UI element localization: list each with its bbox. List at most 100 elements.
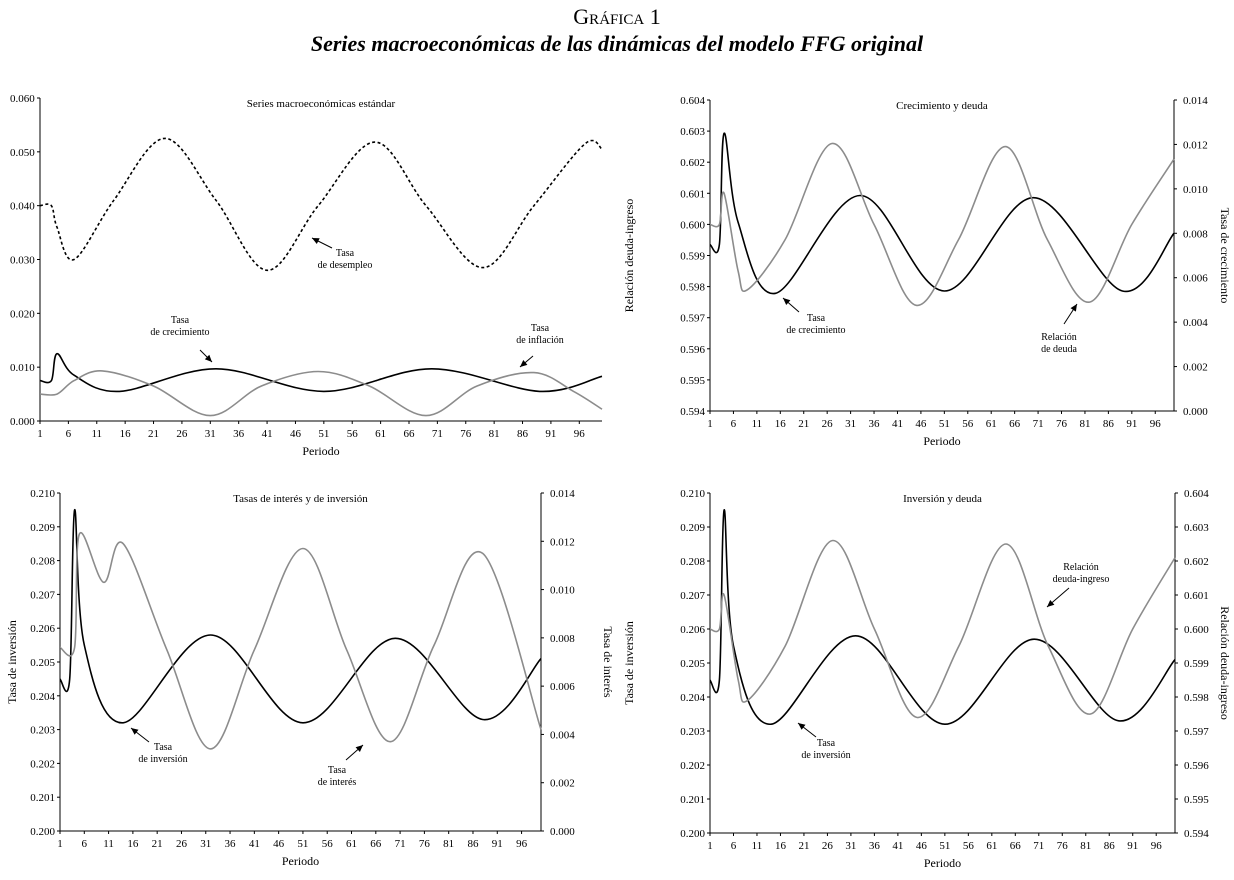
c1-x-tick-label: 51 — [318, 428, 329, 440]
c1-x-tick-label: 71 — [432, 428, 443, 440]
figure-label: Gráfica 1 — [573, 4, 661, 29]
c4-y-tick-right-label: 0.603 — [1184, 522, 1209, 534]
c2-y-tick-label: 0.596 — [680, 344, 705, 356]
c2-annotation-text: de crecimiento — [786, 325, 845, 336]
c2-y-tick-right-label: 0.012 — [1183, 139, 1208, 151]
c1-annotation-text: de desempleo — [318, 260, 373, 271]
c4-y-tick-right-label: 0.596 — [1184, 760, 1209, 772]
c1-annotation-text: Tasa — [336, 248, 355, 259]
c1-annotation-text: Tasa — [531, 323, 550, 334]
c1-annotation-text: de crecimiento — [150, 327, 209, 338]
c1-y-tick-label: 0.060 — [10, 93, 35, 105]
c2-x-tick-label: 16 — [775, 418, 787, 430]
c1-annotation-text: de inflación — [516, 335, 563, 346]
c3-x-tick-label: 21 — [152, 838, 163, 850]
c4-series-tasa-de-inversion — [709, 509, 1176, 726]
c1-x-tick-label: 6 — [66, 428, 72, 440]
c3-x-tick-label: 41 — [249, 838, 260, 850]
c2-annotation-arrowhead — [783, 298, 791, 305]
c3-x-tick-label: 81 — [443, 838, 454, 850]
c3-x-tick-label: 36 — [225, 838, 237, 850]
c2-x-tick-label: 61 — [986, 418, 997, 430]
c1-title: Series macroeconómicas estándar — [247, 98, 396, 110]
c1-annotation-arrowhead — [312, 238, 320, 244]
c3-x-label: Periodo — [282, 854, 319, 868]
c4-x-tick-label: 86 — [1104, 840, 1116, 852]
c2-x-tick-label: 21 — [798, 418, 809, 430]
c2-x-tick-label: 56 — [962, 418, 974, 430]
c2-y-tick-right-label: 0.008 — [1183, 228, 1208, 240]
c3-y-tick-right-label: 0.012 — [550, 536, 575, 548]
c2-y-tick-label: 0.602 — [680, 157, 705, 169]
c3-x-tick-label: 6 — [82, 838, 88, 850]
c2-annotation-text: de deuda — [1041, 344, 1077, 355]
c2-x-tick-label: 1 — [707, 418, 713, 430]
c1-x-tick-label: 31 — [205, 428, 216, 440]
c4-x-tick-label: 71 — [1033, 840, 1044, 852]
c2-x-tick-label: 46 — [915, 418, 927, 430]
c3-series-tasa-de-inversion — [59, 509, 542, 724]
c1-x-tick-label: 36 — [233, 428, 245, 440]
chart-interes-inversion: 0.200 0.201 0.202 0.203 0.204 0.205 0.206 0.207… — [5, 488, 615, 868]
c1-x-tick-label: 96 — [574, 428, 586, 440]
c2-y-tick-label: 0.599 — [680, 251, 705, 263]
c1-x-tick-label: 16 — [120, 428, 132, 440]
c2-y-tick-label: 0.600 — [680, 219, 705, 231]
c2-x-tick-label: 26 — [822, 418, 834, 430]
c1-x-tick-label: 81 — [489, 428, 500, 440]
c1-x-tick-label: 41 — [262, 428, 273, 440]
c4-x-tick-label: 51 — [939, 840, 950, 852]
c3-y-tick-right-label: 0.006 — [550, 681, 575, 693]
c3-y-tick-label: 0.202 — [30, 758, 55, 770]
figure-title: Series macroeconómicas de las dinámicas … — [310, 31, 924, 56]
c1-x-tick-label: 1 — [37, 428, 43, 440]
c3-annotation-text: Tasa — [328, 765, 347, 776]
c4-y-tick-label: 0.201 — [680, 794, 705, 806]
c2-y-tick-right-label: 0.006 — [1183, 273, 1208, 285]
c1-annotation-arrowhead — [520, 360, 528, 367]
c4-y-label-right: Relación deuda-ingreso — [1218, 606, 1232, 720]
c1-y-tick-label: 0.010 — [10, 362, 35, 374]
c3-x-tick-label: 66 — [370, 838, 382, 850]
c2-x-tick-label: 66 — [1009, 418, 1021, 430]
c1-x-tick-label: 46 — [290, 428, 302, 440]
c4-x-tick-label: 41 — [892, 840, 903, 852]
c4-x-tick-label: 11 — [752, 840, 763, 852]
chart-crecimiento-deuda: 0.594 0.595 0.596 0.597 0.598 0.599 0.600 0.601… — [622, 95, 1232, 448]
c3-x-tick-label: 16 — [127, 838, 139, 850]
c3-x-tick-label: 1 — [57, 838, 63, 850]
c1-annotation-arrowhead — [204, 354, 212, 362]
c3-x-tick-label: 51 — [297, 838, 308, 850]
c3-annotation-text: Tasa — [154, 742, 173, 753]
c3-y-tick-label: 0.200 — [30, 826, 55, 838]
c2-y-label-right: Tasa de crecimiento — [1218, 208, 1232, 304]
c2-annotation-text: Relación — [1041, 332, 1077, 343]
c2-y-tick-right-label: 0.004 — [1183, 317, 1208, 329]
c1-x-tick-label: 86 — [517, 428, 529, 440]
c1-x-tick-label: 61 — [375, 428, 386, 440]
c3-y-tick-right-label: 0.010 — [550, 585, 575, 597]
c2-y-tick-label: 0.597 — [680, 313, 705, 325]
c4-y-tick-right-label: 0.600 — [1184, 624, 1209, 636]
c2-annotation-arrowhead — [1070, 304, 1077, 312]
c3-y-label-right: Tasa de interés — [601, 626, 615, 697]
c3-annotation-text: de interés — [318, 777, 357, 788]
c1-y-tick-label: 0.000 — [10, 416, 35, 428]
c4-y-tick-label: 0.210 — [680, 488, 705, 500]
c4-annotation-text: Tasa — [817, 738, 836, 749]
c2-y-label: Relación deuda-ingreso — [622, 199, 636, 313]
c3-y-tick-label: 0.205 — [30, 657, 55, 669]
c4-y-tick-label: 0.202 — [680, 760, 705, 772]
c2-y-tick-label: 0.601 — [680, 188, 705, 200]
c3-annotation-text: de inversión — [138, 754, 187, 765]
c2-series-tasa-de-crecimiento — [709, 132, 1175, 295]
c2-x-label: Periodo — [923, 434, 960, 448]
c1-x-tick-label: 76 — [460, 428, 472, 440]
c3-y-label: Tasa de inversión — [5, 620, 19, 704]
c3-y-tick-label: 0.208 — [30, 556, 55, 568]
c4-y-tick-right-label: 0.594 — [1184, 828, 1209, 840]
c2-annotation-text: Tasa — [807, 313, 826, 324]
c4-annotation-text: de inversión — [801, 750, 850, 761]
c4-series-relacion-deuda-ingreso — [709, 539, 1176, 719]
